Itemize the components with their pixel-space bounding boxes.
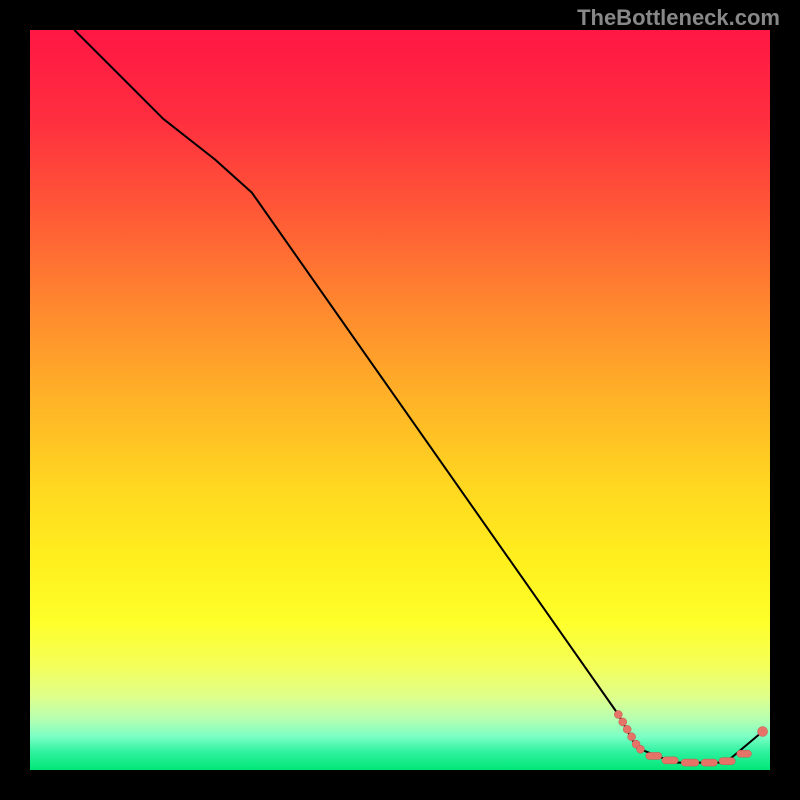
marker-point-12: [758, 727, 768, 737]
marker-point-1: [619, 718, 627, 726]
chart-background: [30, 30, 770, 770]
marker-dash-11: [737, 750, 752, 757]
marker-point-0: [614, 711, 622, 719]
marker-dash-6: [646, 752, 662, 759]
marker-dash-7: [662, 757, 678, 764]
marker-point-2: [623, 725, 631, 733]
marker-point-3: [628, 733, 636, 741]
marker-dash-10: [719, 758, 735, 765]
chart-plot-area: [30, 30, 770, 770]
chart-svg: [30, 30, 770, 770]
marker-point-5: [637, 745, 645, 753]
watermark-text: TheBottleneck.com: [577, 5, 780, 31]
marker-dash-9: [701, 759, 717, 766]
marker-dash-8: [681, 759, 699, 766]
